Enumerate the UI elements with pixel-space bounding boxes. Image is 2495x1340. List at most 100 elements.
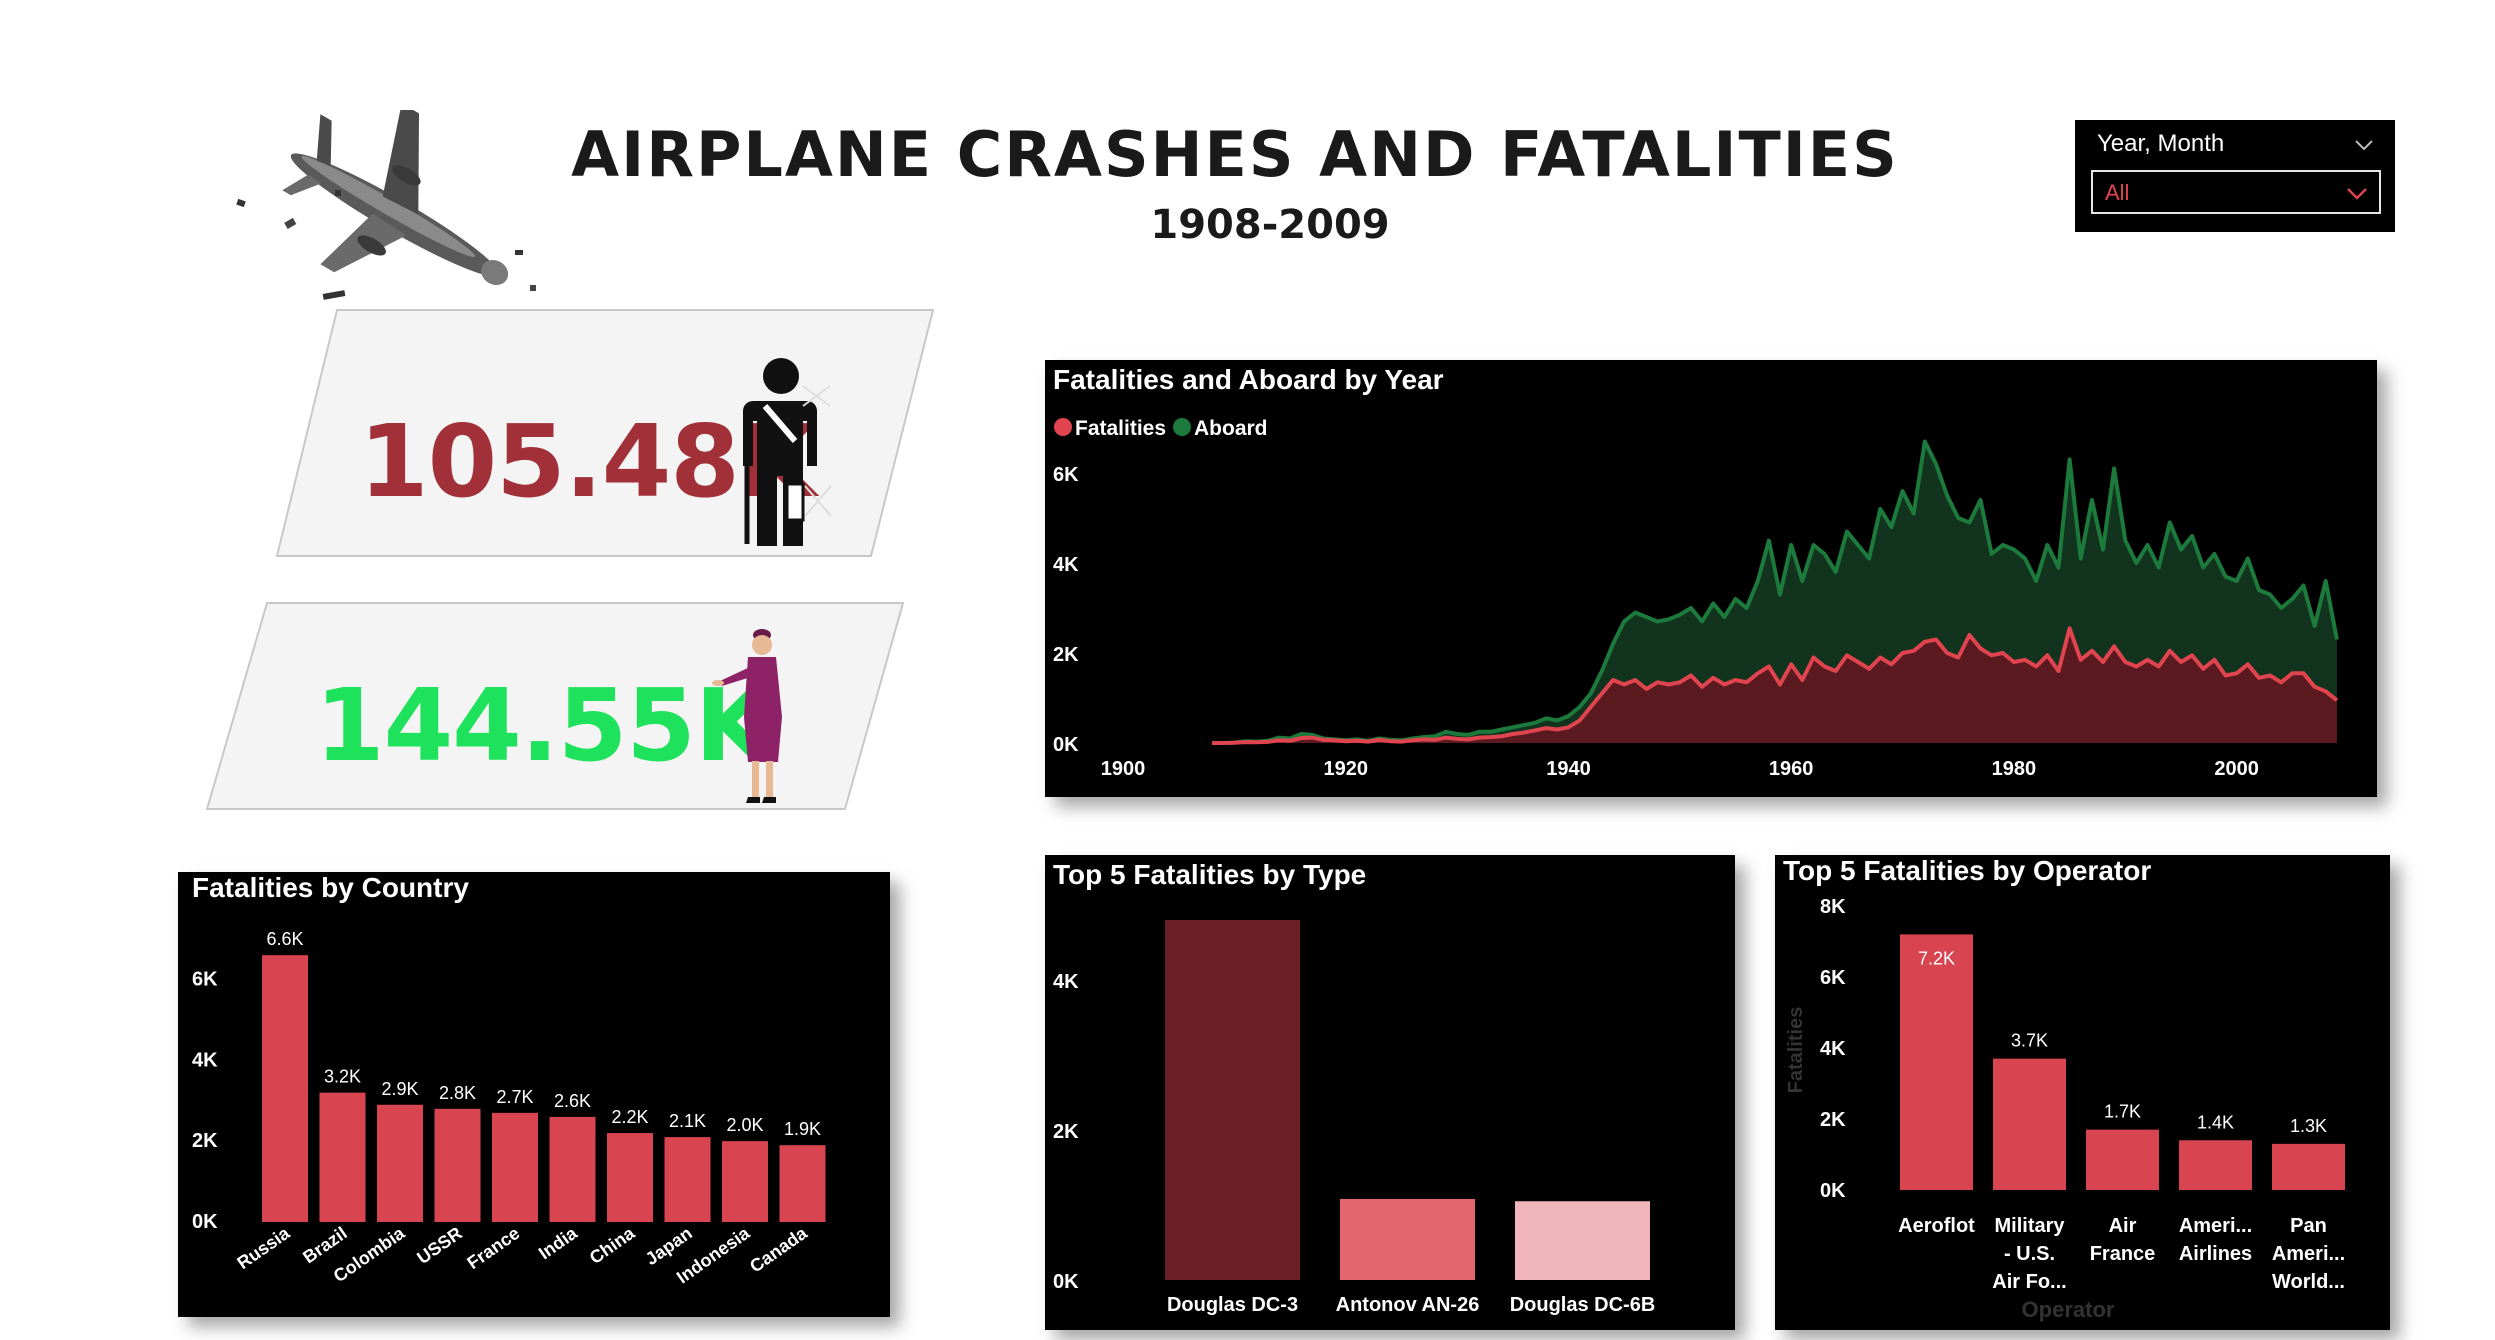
x-tick-label: Air xyxy=(2109,1215,2137,1237)
data-label: 2.7K xyxy=(496,1087,533,1107)
y-tick-label: 4K xyxy=(192,1049,218,1071)
page-subtitle: 1908-2009 xyxy=(1150,202,1390,248)
bar xyxy=(492,1112,538,1222)
bar xyxy=(2179,1140,2252,1190)
series-line-fatalities xyxy=(1212,626,2339,745)
slicer-selected-value: All xyxy=(2105,180,2130,205)
bar xyxy=(2272,1143,2345,1190)
year-month-slicer[interactable]: Year, Month All xyxy=(2075,120,2395,232)
chart-title-year: Fatalities and Aboard by Year xyxy=(1053,364,1444,395)
x-tick-label: 1940 xyxy=(1546,758,1591,780)
flight-attendant-icon xyxy=(712,629,782,803)
y-tick-label: 4K xyxy=(1053,554,1079,576)
type-bar-chart: 0K 2K 4K Douglas DC-3 Antonov AN-26 Douglas D… xyxy=(1053,920,1656,1316)
slicer-label: Year, Month xyxy=(2097,130,2225,157)
x-tick-label: 1900 xyxy=(1101,758,1146,780)
x-tick-label: 2000 xyxy=(2214,758,2259,780)
y-tick-label: 6K xyxy=(1820,967,1846,989)
y-axis-title: Fatalities xyxy=(1785,1007,1807,1094)
bar xyxy=(2086,1129,2159,1190)
legend-marker-aboard xyxy=(1173,418,1191,436)
x-tick-label: Russia xyxy=(233,1222,294,1273)
y-tick-label: 0K xyxy=(1053,734,1079,756)
bar xyxy=(377,1104,423,1222)
y-tick-label: 0K xyxy=(192,1211,218,1233)
bar xyxy=(1900,934,1973,1190)
y-tick-label: 0K xyxy=(1053,1271,1079,1293)
x-tick-label: 1960 xyxy=(1769,758,1814,780)
bar xyxy=(1993,1058,2066,1190)
y-tick-label: 2K xyxy=(1053,1121,1079,1143)
page-title: AIRPLANE CRASHES AND FATALITIES xyxy=(571,118,1899,191)
data-label: 3.2K xyxy=(324,1067,361,1087)
bar xyxy=(722,1141,768,1222)
x-tick-label: Canada xyxy=(746,1222,812,1276)
chevron-down-icon[interactable] xyxy=(2353,134,2375,156)
chart-panel-operator: Top 5 Fatalities by Operator 0K 2K 4K 6K 8K F… xyxy=(1775,855,2390,1330)
data-label: 2.6K xyxy=(554,1091,591,1111)
data-label: 2.2K xyxy=(611,1107,648,1127)
y-tick-label: 2K xyxy=(1820,1109,1846,1131)
x-tick-label: 1920 xyxy=(1323,758,1368,780)
x-tick-label: France xyxy=(463,1223,523,1273)
x-tick-label: Military xyxy=(1994,1215,2065,1237)
x-tick-label: USSR xyxy=(413,1223,465,1268)
data-label: 7.2K xyxy=(1918,948,1955,968)
kpi-value-fatalities: 105.48K xyxy=(359,403,816,520)
y-tick-label: 6K xyxy=(1053,464,1079,486)
x-tick-label: - U.S. xyxy=(2004,1243,2055,1265)
kpi-value-aboard: 144.55K xyxy=(315,667,772,784)
injured-person-icon xyxy=(743,358,832,546)
country-bar-chart: 0K2K4K6K6.6KRussia3.2KBrazil2.9KColombia… xyxy=(192,929,826,1287)
legend-label-fatalities: Fatalities xyxy=(1075,417,1166,440)
bar xyxy=(1515,1201,1650,1280)
x-tick-label: Air Fo... xyxy=(1992,1271,2066,1293)
operator-bar-chart: 0K 2K 4K 6K 8K Fatalities Operator 7.2K Aeroflot… xyxy=(1785,896,2345,1322)
bar xyxy=(607,1133,653,1222)
x-tick-label: Douglas DC-3 xyxy=(1167,1294,1298,1316)
x-tick-label: France xyxy=(2090,1243,2156,1265)
y-tick-label: 8K xyxy=(1820,896,1846,918)
y-tick-label: 6K xyxy=(192,968,218,990)
chart-title-type: Top 5 Fatalities by Type xyxy=(1053,859,1367,890)
chart-panel-type: Top 5 Fatalities by Type 0K 2K 4K Douglas D… xyxy=(1045,855,1735,1330)
data-label: 1.4K xyxy=(2197,1112,2234,1132)
data-label: 2.1K xyxy=(669,1111,706,1131)
chevron-down-icon[interactable] xyxy=(2345,181,2369,205)
y-tick-label: 4K xyxy=(1053,971,1079,993)
x-tick-label: Aeroflot xyxy=(1898,1215,1975,1237)
data-label: 1.3K xyxy=(2290,1116,2327,1136)
data-label: 1.9K xyxy=(784,1119,821,1139)
slicer-dropdown[interactable]: All xyxy=(2091,170,2381,214)
bar xyxy=(1340,1199,1475,1280)
x-tick-label: Ameri... xyxy=(2272,1243,2345,1265)
data-label: 2.9K xyxy=(381,1079,418,1099)
bar xyxy=(1165,920,1300,1280)
chart-title-operator: Top 5 Fatalities by Operator xyxy=(1783,855,2152,886)
x-tick-label: Antonov AN-26 xyxy=(1336,1294,1480,1316)
bar xyxy=(664,1137,711,1222)
x-tick-label: Pan xyxy=(2290,1215,2327,1237)
x-tick-label: China xyxy=(586,1222,639,1268)
y-tick-label: 0K xyxy=(1820,1180,1846,1202)
data-label: 2.8K xyxy=(439,1083,476,1103)
chart-panel-year: Fatalities and Aboard by Year Fatalities… xyxy=(1045,360,2377,797)
x-tick-label: Douglas DC-6B xyxy=(1510,1294,1656,1316)
chart-panel-country: Fatalities by Country 0K 2K 4K 6K 6.6K Russia… xyxy=(178,872,890,1317)
x-tick-label: Airlines xyxy=(2179,1243,2252,1265)
data-label: 1.7K xyxy=(2104,1102,2141,1122)
x-tick-label: India xyxy=(535,1222,582,1263)
crashing-airplane-image xyxy=(225,103,565,310)
chart-title-country: Fatalities by Country xyxy=(192,872,469,903)
y-tick-label: 2K xyxy=(1053,644,1079,666)
bar xyxy=(434,1108,481,1222)
area-fill-fatalities xyxy=(1212,628,2337,743)
bar xyxy=(549,1116,596,1222)
kpi-card-aboard: 144.55K xyxy=(205,601,905,851)
data-label: 2.0K xyxy=(726,1115,763,1135)
bar xyxy=(262,955,308,1222)
x-tick-label: 1980 xyxy=(1992,758,2037,780)
data-label: 3.7K xyxy=(2011,1031,2048,1051)
legend-label-aboard: Aboard xyxy=(1194,417,1268,440)
bar xyxy=(319,1092,366,1222)
